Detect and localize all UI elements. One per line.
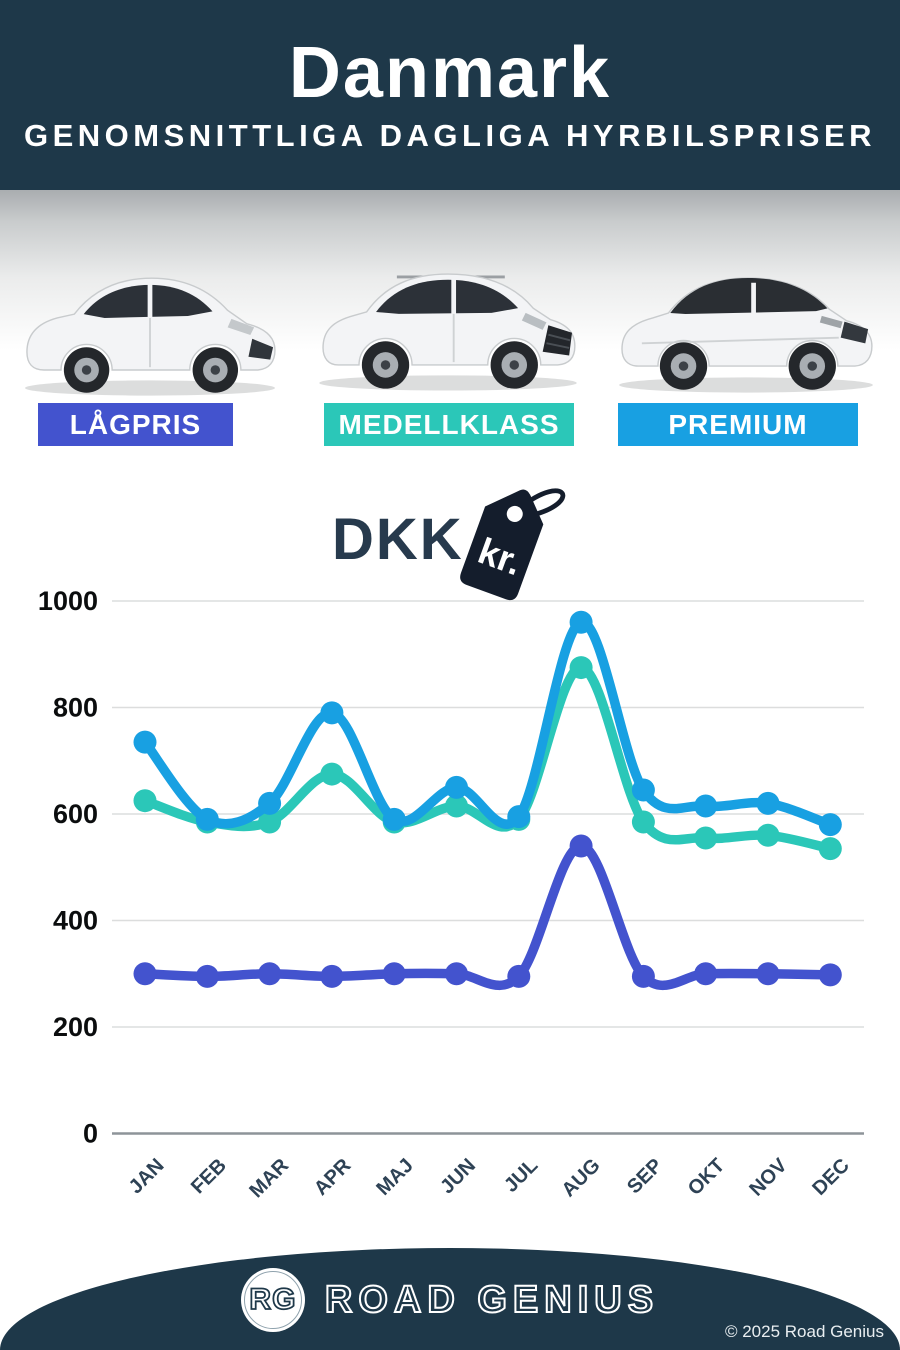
svg-text:JUL: JUL <box>500 1154 542 1196</box>
svg-text:SEP: SEP <box>623 1154 667 1198</box>
currency-code-label: DKK <box>332 507 464 572</box>
svg-text:FEB: FEB <box>187 1154 231 1198</box>
brand-name: ROAD GENIUS <box>324 1278 660 1322</box>
svg-text:NOV: NOV <box>745 1154 792 1201</box>
category-badge-medellklass: MEDELLKLASS <box>324 403 574 446</box>
price-chart: 0 200 400 600 800 1000 JAN FEB MAR APR MAJ JUN JUL AU… <box>38 586 864 1202</box>
svg-text:OKT: OKT <box>684 1154 729 1199</box>
copyright-text: © 2025 Road Genius <box>724 1322 884 1341</box>
svg-text:APR: APR <box>310 1154 356 1200</box>
premium-suv-image <box>619 277 873 393</box>
svg-text:MAJ: MAJ <box>372 1154 417 1199</box>
svg-text:AUG: AUG <box>558 1154 605 1201</box>
category-badge-lagpris: LÅGPRIS <box>38 403 233 446</box>
svg-text:MAR: MAR <box>245 1154 293 1202</box>
svg-text:800: 800 <box>53 693 98 723</box>
svg-text:DEC: DEC <box>808 1154 853 1199</box>
economy-car-image <box>25 277 276 396</box>
page-subtitle: GENOMSNITTLIGA DAGLIGA HYRBILSPRISER <box>23 117 877 153</box>
brand-row: RG ROAD GENIUS <box>0 1248 900 1332</box>
svg-text:200: 200 <box>53 1012 98 1042</box>
svg-text:400: 400 <box>53 906 98 936</box>
midsize-suv-image <box>319 273 577 391</box>
page-title: Danmark <box>288 33 612 114</box>
header: Danmark GENOMSNITTLIGA DAGLIGA HYRBILSPR… <box>0 0 900 190</box>
svg-text:JAN: JAN <box>125 1154 169 1198</box>
category-badge-premium: PREMIUM <box>618 403 858 446</box>
price-tag-icon: kr. <box>460 488 566 601</box>
svg-text:0: 0 <box>83 1119 98 1149</box>
svg-text:1000: 1000 <box>38 586 98 616</box>
road-genius-logo: RG <box>240 1268 305 1332</box>
footer: RG ROAD GENIUS © 2025 Road Genius <box>0 1248 900 1350</box>
svg-text:JUN: JUN <box>436 1154 480 1198</box>
logo-initials: RG <box>249 1282 297 1317</box>
svg-text:600: 600 <box>53 799 98 829</box>
